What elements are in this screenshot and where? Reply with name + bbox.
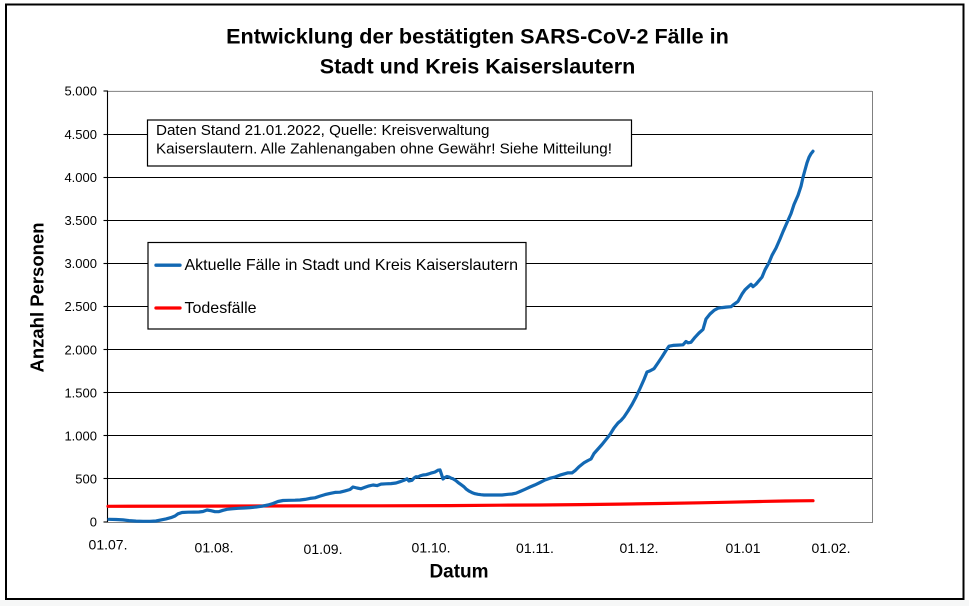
svg-text:01.10.: 01.10.: [412, 540, 451, 556]
svg-text:1.500: 1.500: [64, 385, 97, 400]
svg-text:3.000: 3.000: [64, 256, 97, 271]
svg-text:01.01: 01.01: [725, 540, 760, 556]
svg-text:01.09.: 01.09.: [304, 541, 343, 557]
svg-text:4.500: 4.500: [64, 127, 97, 142]
svg-text:Datum: Datum: [429, 562, 488, 583]
svg-text:Kaiserslautern. Alle Zahlenang: Kaiserslautern. Alle Zahlenangaben ohne …: [156, 141, 612, 158]
svg-text:2.500: 2.500: [64, 299, 97, 314]
svg-text:01.12.: 01.12.: [620, 540, 659, 556]
svg-text:Stadt und Kreis Kaiserslautern: Stadt und Kreis Kaiserslautern: [320, 54, 636, 79]
svg-text:01.08.: 01.08.: [195, 540, 234, 556]
svg-text:Aktuelle Fälle in Stadt und Kr: Aktuelle Fälle in Stadt und Kreis Kaiser…: [185, 257, 519, 274]
svg-text:Daten Stand 21.01.2022, Quelle: Daten Stand 21.01.2022, Quelle: Kreisver…: [156, 122, 490, 139]
svg-text:0: 0: [90, 515, 97, 530]
svg-text:5.000: 5.000: [64, 84, 97, 99]
svg-text:Anzahl Personen: Anzahl Personen: [26, 222, 47, 372]
svg-text:3.500: 3.500: [64, 213, 97, 228]
svg-text:Todesfälle: Todesfälle: [185, 300, 257, 317]
svg-text:500: 500: [75, 472, 97, 487]
svg-text:2.000: 2.000: [64, 342, 97, 357]
svg-text:01.11.: 01.11.: [516, 540, 554, 556]
svg-text:Entwicklung der bestätigten SA: Entwicklung der bestätigten SARS-CoV-2 F…: [226, 24, 729, 49]
svg-text:4.000: 4.000: [64, 170, 97, 185]
svg-text:01.02.: 01.02.: [812, 540, 851, 556]
svg-text:1.000: 1.000: [64, 429, 97, 444]
svg-text:01.07.: 01.07.: [89, 537, 128, 553]
